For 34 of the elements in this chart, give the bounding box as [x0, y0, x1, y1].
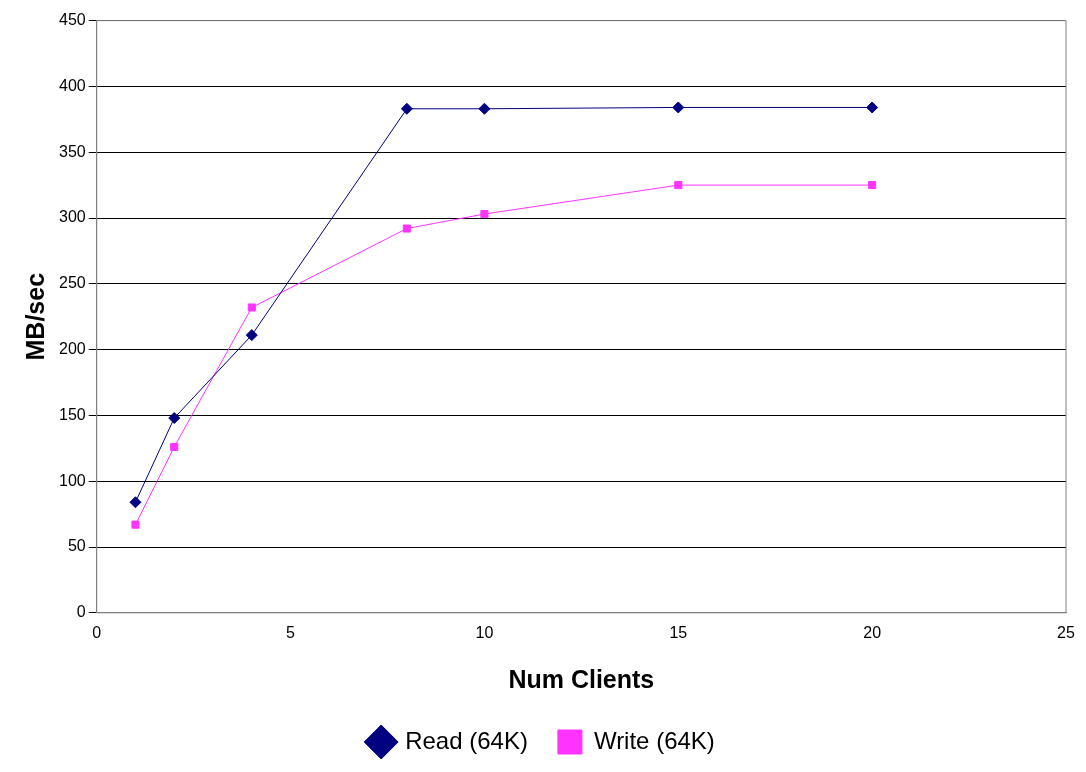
- y-tick-label: 250: [58, 274, 86, 292]
- point: [131, 520, 140, 529]
- legend-label: Write (64K): [593, 726, 715, 754]
- y-tick-label: 0: [76, 603, 86, 621]
- y-tick-label: 50: [67, 537, 86, 555]
- point: [170, 442, 179, 452]
- x-tick-label: 25: [1057, 623, 1075, 641]
- y-axis-title: MB/sec: [20, 272, 49, 361]
- point: [866, 101, 879, 114]
- y-tick-label: 450: [58, 11, 86, 29]
- x-axis-title: Num Clients: [508, 664, 655, 693]
- point: [247, 303, 256, 312]
- y-tick-label: 350: [58, 142, 86, 160]
- x-tick-label: 5: [286, 623, 296, 641]
- point: [480, 210, 489, 219]
- point: [672, 101, 685, 114]
- point: [478, 102, 491, 115]
- point: [168, 412, 181, 425]
- x-tick-label: 20: [863, 623, 882, 641]
- y-tick-label: 150: [58, 405, 86, 423]
- x-tick-label: 15: [669, 623, 688, 641]
- point: [402, 224, 411, 233]
- y-tick-label: 200: [58, 340, 86, 358]
- legend-label: Read (64K): [405, 726, 528, 754]
- point: [674, 181, 683, 190]
- x-tick-label: 0: [92, 623, 102, 641]
- point: [868, 181, 877, 190]
- x-tick-label: 10: [475, 623, 494, 641]
- y-tick-label: 100: [58, 471, 86, 489]
- point: [245, 329, 258, 342]
- point: [129, 496, 142, 509]
- point: [400, 102, 413, 115]
- y-tick-label: 300: [58, 208, 86, 226]
- y-tick-label: 400: [58, 76, 86, 94]
